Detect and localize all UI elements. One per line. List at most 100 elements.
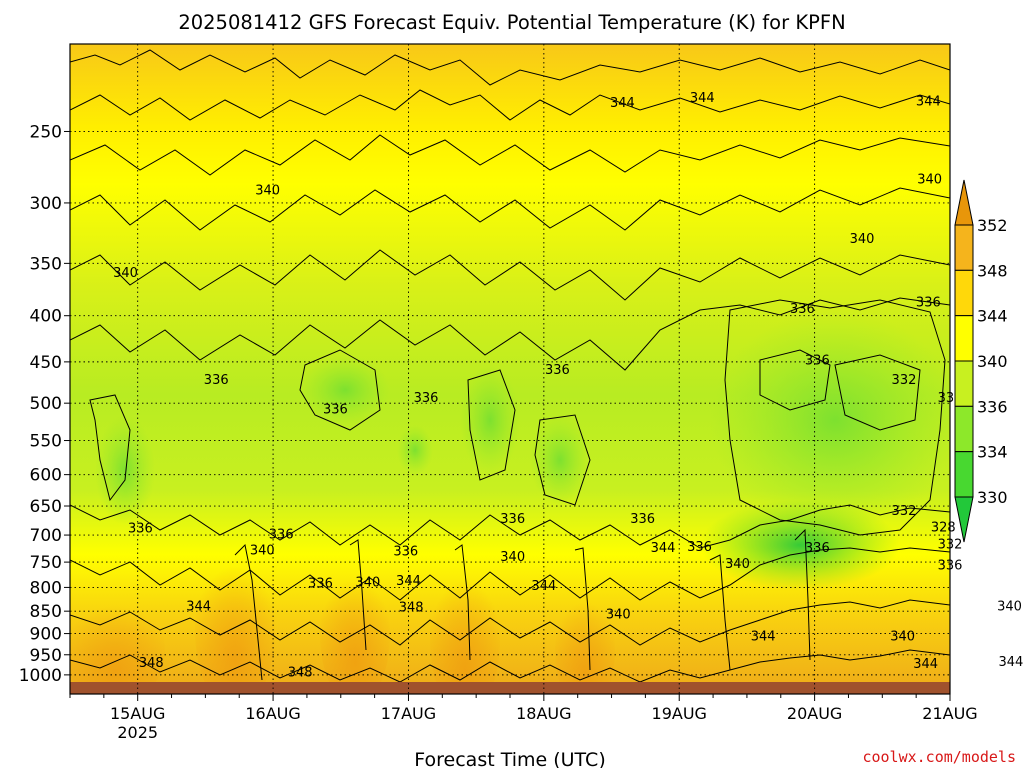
- pressure-tick-label: 400: [30, 307, 62, 327]
- time-tick-label: 21AUG: [922, 704, 977, 723]
- contour-label: 336: [414, 391, 439, 406]
- pressure-tick-label: 350: [30, 254, 62, 274]
- warm-region-2: [195, 550, 275, 682]
- contour-label: 344: [531, 579, 556, 594]
- contour-label: 340: [725, 557, 750, 572]
- warm-region-1: [70, 595, 165, 682]
- contour-label: 336: [545, 363, 570, 378]
- contour-label: 336: [128, 522, 153, 537]
- contour-label: 340: [113, 266, 138, 281]
- colorbar-label: 344: [977, 307, 1008, 326]
- contour-lines: [70, 49, 950, 682]
- colorbar-segment: [954, 224, 974, 271]
- contour-label: 340: [997, 600, 1022, 615]
- contour-label: 340: [890, 630, 915, 645]
- green-region-east: [710, 310, 950, 530]
- green-region-16aug: [397, 425, 433, 475]
- contour-label: 336: [687, 540, 712, 555]
- colorbar-segment: [954, 360, 974, 407]
- pressure-tick-label: 850: [30, 602, 62, 622]
- colorbar-segment: [954, 405, 974, 453]
- colorbar-top-arrow: [954, 179, 974, 226]
- contour-label: 348: [399, 601, 424, 616]
- time-axis: 15AUG202516AUG17AUG18AUG19AUG20AUG21AUG2…: [69, 694, 978, 742]
- pressure-tick-label: 450: [30, 353, 62, 373]
- pressure-tick-label: 600: [30, 466, 62, 486]
- pressure-tick-label: 550: [30, 432, 62, 452]
- contour-label: 336: [805, 353, 830, 368]
- pressure-tick-label: 500: [30, 394, 62, 414]
- pressure-tick-label: 250: [30, 122, 62, 142]
- warm-region-5: [555, 590, 615, 682]
- time-tick-label: 20AUG: [787, 704, 842, 723]
- contour-label: 328: [931, 521, 956, 536]
- contour-label: 336: [204, 373, 229, 388]
- contour-label: 344: [913, 657, 938, 672]
- pressure-tick-label: 950: [30, 646, 62, 666]
- contour-label: 340: [850, 232, 875, 247]
- colorbar-segment: [954, 451, 974, 498]
- contour-label: 348: [288, 666, 313, 681]
- pressure-tick-label: 300: [30, 194, 62, 214]
- pressure-tick-label: 650: [30, 497, 62, 517]
- green-region-17aug: [300, 355, 390, 425]
- plot-area: [70, 44, 950, 682]
- colorbar-label: 336: [977, 397, 1008, 416]
- time-gridlines: [137, 44, 816, 694]
- colorbar-label: 352: [977, 216, 1008, 235]
- time-tick-label: 16AUG: [245, 704, 300, 723]
- colorbar-label: 334: [977, 443, 1008, 462]
- credit-link[interactable]: coolwx.com/models: [862, 748, 1016, 766]
- pressure-tick-label: 750: [30, 553, 62, 573]
- contour-label: 344: [751, 630, 776, 645]
- colorbar-label: 340: [977, 352, 1008, 371]
- contour-label: 344: [610, 96, 635, 111]
- contour-label: 344: [999, 655, 1024, 670]
- contour-label: 336: [790, 302, 815, 317]
- pressure-tick-label: 700: [30, 526, 62, 546]
- contour-label: 336: [393, 544, 418, 559]
- pressure-tick-label: 1000: [19, 666, 62, 686]
- pressure-axis: 250 300 350 400 450 500 550 600 650 700 750 800 850 9…: [19, 122, 70, 686]
- contour-label: 344: [916, 94, 941, 109]
- time-tick-year: 2025: [117, 723, 158, 742]
- green-region-18aug: [460, 365, 520, 475]
- green-region-19aug: [530, 415, 590, 505]
- contour-label: 344: [396, 574, 421, 589]
- contour-label: 336: [916, 296, 941, 311]
- x-axis-title: Forecast Time (UTC): [414, 749, 605, 768]
- contour-label: 344: [690, 91, 715, 106]
- colorbar-segment: [954, 269, 974, 317]
- contour-label: 336: [308, 576, 333, 591]
- ground-surface: [70, 682, 950, 694]
- pressure-tick-label: 800: [30, 578, 62, 598]
- contour-label: 344: [186, 600, 211, 615]
- contour-label: 340: [250, 543, 275, 558]
- time-tick-label: 15AUG: [110, 704, 165, 723]
- contour-label: 340: [255, 184, 280, 199]
- time-tick-label: 17AUG: [381, 704, 436, 723]
- time-tick-label: 18AUG: [516, 704, 571, 723]
- contour-label: 332: [938, 537, 963, 552]
- contour-label: 336: [938, 559, 963, 574]
- pressure-tick-label: 900: [30, 625, 62, 645]
- contour-label: 332: [892, 504, 917, 519]
- time-tick-label: 19AUG: [652, 704, 707, 723]
- warm-region-4: [430, 565, 500, 682]
- green-region-west: [95, 415, 155, 525]
- colorbar-bottom-arrow: [954, 496, 974, 543]
- warm-region-3: [320, 565, 390, 682]
- contour-label: 344: [651, 541, 676, 556]
- contour-label: 348: [139, 656, 164, 671]
- contour-label: 336: [805, 541, 830, 556]
- contour-label: 336: [630, 512, 655, 527]
- colorbar-label: 330: [977, 488, 1008, 507]
- contour-label: 340: [917, 173, 942, 188]
- green-region-low: [700, 500, 900, 590]
- contour-label: 332: [892, 373, 917, 388]
- contour-label: 340: [355, 575, 380, 590]
- contour-label: 336: [269, 527, 294, 542]
- contour-label: 336: [500, 512, 525, 527]
